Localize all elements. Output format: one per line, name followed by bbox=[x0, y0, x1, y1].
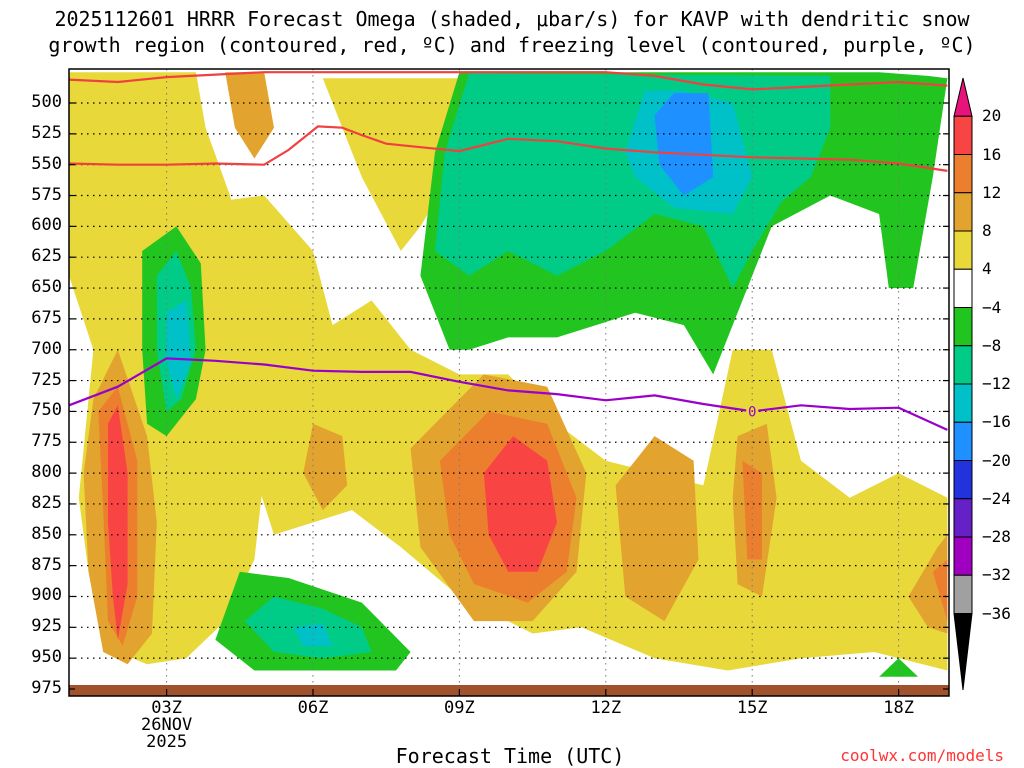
y-tick-label: 675 bbox=[31, 307, 62, 328]
colorbar bbox=[953, 77, 973, 691]
y-tick-label: 650 bbox=[31, 277, 62, 298]
y-tick-label: 600 bbox=[31, 215, 62, 236]
freezing-label-bg bbox=[746, 403, 759, 419]
colorbar-label: −24 bbox=[982, 488, 1011, 508]
y-tick-label: 525 bbox=[31, 122, 62, 143]
y-tick-label: 950 bbox=[31, 647, 62, 668]
omega-region bbox=[654, 93, 714, 196]
y-tick-label: 575 bbox=[31, 184, 62, 205]
temperature-contours: 0 bbox=[69, 71, 948, 431]
omega-region bbox=[879, 658, 919, 677]
x-tick-label: 12Z bbox=[590, 698, 622, 718]
colorbar-segment bbox=[953, 460, 973, 500]
x-axis-title: Forecast Time (UTC) bbox=[395, 744, 625, 768]
y-tick-label: 750 bbox=[31, 400, 62, 421]
colorbar-label: −12 bbox=[982, 374, 1011, 393]
ground-strip bbox=[69, 685, 949, 696]
contour-line bbox=[69, 71, 948, 91]
colorbar-label: −36 bbox=[982, 603, 1011, 623]
x-tick-label: 06Z bbox=[297, 698, 329, 718]
colorbar-label: 12 bbox=[982, 182, 1002, 202]
y-tick-label: 850 bbox=[31, 523, 62, 544]
omega-region bbox=[225, 72, 274, 159]
y-tick-label: 625 bbox=[31, 246, 62, 267]
colorbar-label: 16 bbox=[982, 144, 1002, 164]
colorbar-segment bbox=[953, 192, 973, 232]
omega-region bbox=[166, 300, 191, 400]
x-tick-label: 09Z bbox=[444, 698, 475, 718]
colorbar-label: −16 bbox=[982, 412, 1011, 432]
contour-line bbox=[69, 357, 948, 431]
colorbar-segment bbox=[953, 574, 973, 614]
y-tick-label: 550 bbox=[31, 153, 62, 174]
colorbar-segment bbox=[953, 307, 973, 347]
credit-link[interactable]: coolwx.com/models bbox=[840, 746, 1004, 765]
colorbar-label: −20 bbox=[982, 450, 1011, 470]
omega-region bbox=[932, 559, 948, 622]
colorbar-segment bbox=[953, 268, 973, 308]
omega-region bbox=[908, 534, 948, 634]
omega-region bbox=[615, 436, 699, 622]
colorbar-segment bbox=[953, 498, 973, 538]
y-tick-label: 800 bbox=[31, 462, 62, 483]
colorbar-segment bbox=[953, 230, 973, 270]
omega-shading bbox=[69, 72, 948, 677]
omega-region bbox=[303, 423, 348, 511]
colorbar-segment bbox=[953, 115, 973, 155]
x-tick-label: 15Z bbox=[736, 698, 768, 718]
colorbar-label: 20 bbox=[982, 106, 1002, 126]
y-tick-label: 925 bbox=[31, 616, 62, 637]
colorbar-label: 8 bbox=[982, 221, 992, 240]
y-tick-label: 875 bbox=[31, 554, 62, 575]
omega-region bbox=[108, 405, 128, 640]
omega-region bbox=[293, 623, 333, 646]
contour-line bbox=[69, 125, 948, 172]
y-tick-label: 500 bbox=[31, 92, 62, 112]
y-tick-label: 725 bbox=[31, 369, 62, 390]
chart-title-line-2: growth region (contoured, red, ºC) and f… bbox=[48, 33, 976, 57]
y-tick-label: 700 bbox=[31, 338, 62, 359]
colorbar-segment bbox=[953, 77, 973, 117]
colorbar-segment bbox=[953, 383, 973, 423]
plot-frame bbox=[68, 68, 950, 697]
colorbar-label: −32 bbox=[982, 565, 1011, 585]
colorbar-segment bbox=[953, 154, 973, 194]
y-tick-label: 775 bbox=[31, 431, 62, 452]
y-tick-label: 975 bbox=[31, 678, 62, 698]
x-tick-label: 03Z bbox=[151, 698, 182, 718]
x-tick-label: 18Z bbox=[883, 698, 914, 718]
colorbar-segment bbox=[953, 613, 973, 691]
omega-region bbox=[322, 78, 460, 251]
colorbar-label: −4 bbox=[982, 297, 1002, 317]
y-tick-label: 825 bbox=[31, 492, 62, 513]
freezing-label: 0 bbox=[748, 404, 756, 420]
chart-title: 2025112601 HRRR Forecast Omega (shaded, … bbox=[0, 6, 1024, 58]
colorbar-label: −28 bbox=[982, 527, 1011, 546]
colorbar-label: 4 bbox=[982, 259, 992, 279]
x-tick-sublabel: 2025 bbox=[146, 732, 188, 752]
x-tick-sublabel: 26NOV bbox=[141, 715, 193, 735]
chart-title-line-1: 2025112601 HRRR Forecast Omega (shaded, … bbox=[54, 7, 970, 31]
colorbar-segment bbox=[953, 536, 973, 576]
colorbar-label: −8 bbox=[982, 335, 1002, 355]
y-tick-label: 900 bbox=[31, 585, 62, 606]
axis-ticks bbox=[69, 102, 949, 696]
colorbar-segment bbox=[953, 345, 973, 385]
colorbar-segment bbox=[953, 421, 973, 461]
